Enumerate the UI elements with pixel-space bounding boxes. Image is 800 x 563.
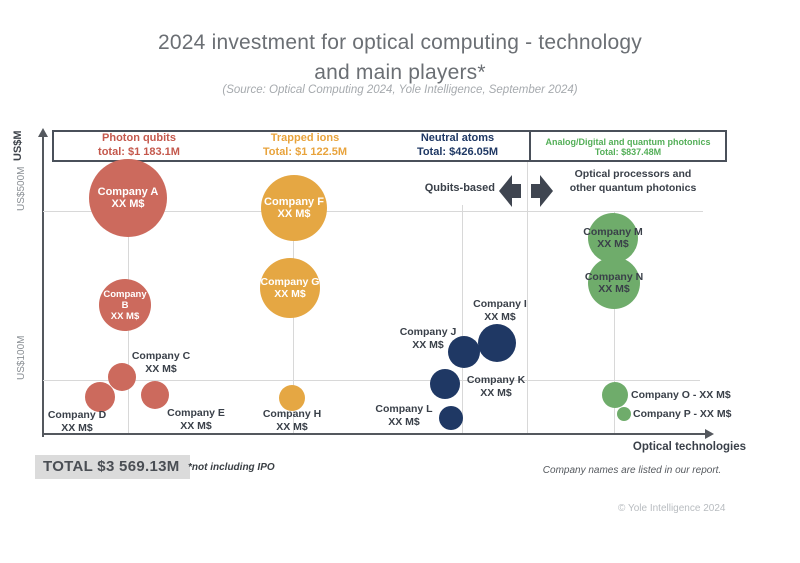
bubble-company-b: Company B XX M$: [99, 279, 151, 331]
label-company-h-value: XX M$: [276, 420, 308, 433]
bubble-company-f: Company F XX M$: [261, 175, 327, 241]
label-company-i: Company I XX M$: [450, 298, 550, 323]
label-company-j-value: XX M$: [412, 338, 444, 351]
legend-quantum-photonics-label: Analog/Digital and quantum photonics: [545, 136, 711, 147]
bubble-company-f-name: Company F: [264, 196, 324, 208]
bubble-company-d: [85, 382, 115, 412]
page-title-line2: and main players*: [314, 60, 486, 84]
bubble-company-h: [279, 385, 305, 411]
y-axis-title: US$M: [12, 130, 24, 162]
gridline-trapped-ions: [293, 211, 294, 433]
x-axis-title: Optical technologies: [632, 441, 746, 453]
label-company-j-name: Company J: [399, 326, 457, 338]
bubble-company-e: [141, 381, 169, 409]
label-company-h-name: Company H: [262, 408, 322, 420]
label-company-p: Company P - XX M$: [633, 408, 732, 420]
bubble-company-a: Company A XX M$: [89, 159, 167, 237]
legend-neutral-atoms: Neutral atoms Total: $426.05M: [386, 132, 529, 160]
label-company-c-name: Company C: [131, 350, 191, 362]
bubble-company-n-value: XX M$: [598, 283, 630, 295]
divider-qubits-photonics: [527, 162, 528, 433]
y-tick-500m: US$500M: [16, 166, 27, 212]
bubble-company-m-name: Company M: [583, 226, 643, 238]
legend-trapped-ions: Trapped ions Total: $1 122.5M: [224, 132, 386, 160]
gridline-neutral-atoms: [462, 205, 463, 433]
bubble-company-b-value: XX M$: [110, 310, 140, 322]
label-company-l-name: Company L: [375, 403, 433, 415]
label-company-h: Company H XX M$: [242, 408, 342, 433]
label-company-e-value: XX M$: [180, 419, 212, 432]
label-company-c-value: XX M$: [145, 362, 177, 375]
y-axis: [42, 136, 44, 437]
bubble-company-g-value: XX M$: [274, 288, 306, 300]
bubble-company-g-name: Company G: [260, 276, 320, 288]
label-company-i-name: Company I: [473, 298, 527, 310]
bubble-company-l: [439, 406, 463, 430]
legend-trapped-ions-label: Trapped ions: [270, 132, 340, 145]
bubble-company-n-name: Company N: [584, 271, 644, 283]
label-company-l-value: XX M$: [388, 415, 420, 428]
report-footnote: Company names are listed in our report.: [542, 465, 722, 476]
label-company-c: Company C XX M$: [111, 350, 211, 375]
label-company-i-value: XX M$: [484, 310, 516, 323]
bubble-company-m-value: XX M$: [597, 238, 629, 250]
copyright-notice: © Yole Intelligence 2024: [618, 503, 726, 514]
bubble-company-m: Company M XX M$: [583, 213, 643, 263]
label-company-k-name: Company K: [466, 374, 526, 386]
legend-quantum-photonics: Analog/Digital and quantum photonics Tot…: [529, 132, 725, 160]
bubble-company-c: [108, 363, 136, 391]
legend-header-box: Photon qubits total: $1 183.1M Trapped i…: [52, 130, 727, 162]
legend-neutral-atoms-label: Neutral atoms: [420, 132, 495, 145]
ipo-footnote: *not including IPO: [188, 462, 275, 473]
legend-photon-qubits: Photon qubits total: $1 183.1M: [54, 132, 224, 160]
gridline-100m: [43, 380, 700, 381]
page-subtitle: (Source: Optical Computing 2024, Yole In…: [222, 84, 578, 96]
bubble-company-b-name: Company B: [103, 288, 147, 311]
gridline-500m: [43, 211, 703, 212]
bubble-company-o: [602, 382, 628, 408]
label-company-l: Company L XX M$: [354, 403, 454, 428]
bubble-company-n: Company N XX M$: [584, 257, 644, 309]
legend-quantum-photonics-total: Total: $837.48M: [594, 147, 662, 157]
legend-neutral-atoms-total: Total: $426.05M: [416, 146, 499, 158]
page-title-line1: 2024 investment for optical computing - …: [158, 31, 642, 54]
optical-processors-note: Optical processors and other quantum pho…: [569, 168, 697, 194]
legend-photon-qubits-label: Photon qubits: [102, 132, 176, 145]
arrow-left-icon: [499, 175, 521, 207]
bubble-company-i: [478, 324, 516, 362]
x-axis: [42, 433, 707, 435]
bubble-company-a-name: Company A: [97, 186, 159, 198]
y-tick-100m: US$100M: [16, 335, 27, 381]
bubble-company-j: [448, 336, 480, 368]
label-company-d-value: XX M$: [61, 421, 93, 434]
label-company-o: Company O - XX M$: [631, 389, 731, 401]
bubble-company-f-value: XX M$: [277, 208, 311, 220]
label-company-e-name: Company E: [167, 407, 225, 419]
label-company-d-name: Company D: [47, 409, 107, 421]
x-axis-arrowhead: [705, 429, 714, 439]
legend-photon-qubits-total: total: $1 183.1M: [98, 146, 180, 158]
page-title: 2024 investment for optical computing - …: [100, 28, 700, 88]
label-company-j: Company J XX M$: [378, 326, 478, 351]
bubble-company-a-value: XX M$: [111, 198, 145, 210]
total-investment-badge: TOTAL $3 569.13M: [35, 455, 190, 479]
bubble-company-k: [430, 369, 460, 399]
bubble-company-p: [617, 407, 631, 421]
qubits-based-label: Qubits-based: [424, 182, 495, 194]
y-axis-arrowhead: [38, 128, 48, 137]
label-company-d: Company D XX M$: [27, 409, 127, 434]
label-company-k: Company K XX M$: [446, 374, 546, 399]
gridline-quantum-photonics: [614, 212, 615, 433]
legend-trapped-ions-total: Total: $1 122.5M: [262, 146, 348, 158]
label-company-e: Company E XX M$: [146, 407, 246, 432]
bubble-company-g: Company G XX M$: [260, 258, 320, 318]
arrow-right-icon: [531, 175, 553, 207]
label-company-k-value: XX M$: [480, 386, 512, 399]
